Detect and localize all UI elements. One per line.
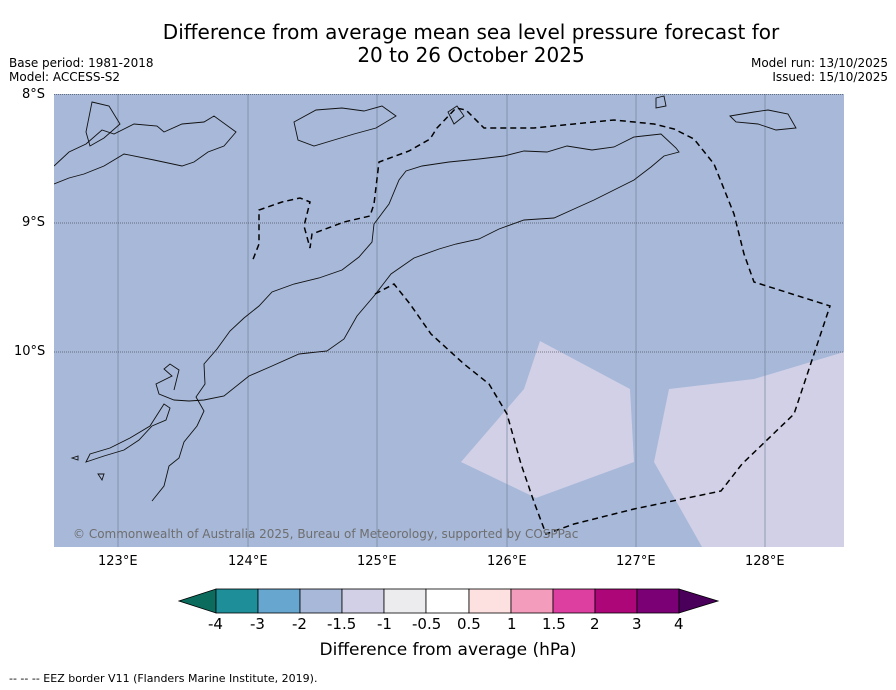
cb-tick-9: 1.5 bbox=[542, 615, 566, 633]
lon-label-124e: 124°E bbox=[228, 554, 268, 569]
graticule bbox=[117, 94, 766, 547]
colorbar-segment-8 bbox=[510, 588, 554, 614]
lat-label-9s: 9°S bbox=[22, 215, 46, 230]
colorbar-segment-1 bbox=[215, 588, 259, 614]
cb-tick-2: -3 bbox=[250, 615, 265, 633]
chart-title-line2: 20 to 26 October 2025 bbox=[357, 43, 585, 67]
colorbar-segment-3 bbox=[299, 588, 343, 614]
eez-border bbox=[251, 107, 831, 535]
base-period: Base period: 1981-2018 bbox=[9, 56, 154, 70]
anomaly-region-central bbox=[461, 341, 634, 498]
cb-tick-3: -2 bbox=[292, 615, 307, 633]
colorbar-segment-9 bbox=[552, 588, 596, 614]
colorbar-extend-high bbox=[678, 588, 720, 614]
lon-label-125e: 125°E bbox=[357, 554, 397, 569]
alor-wetar-coast bbox=[54, 115, 237, 185]
lat-label-8s: 8°S bbox=[22, 87, 46, 102]
lat-graticule bbox=[54, 94, 844, 353]
cb-tick-4: -1.5 bbox=[327, 615, 357, 633]
colorbar-segment-6 bbox=[425, 588, 470, 614]
lon-label-123e: 123°E bbox=[98, 554, 138, 569]
cb-tick-1: -4 bbox=[208, 615, 223, 633]
cb-tick-12: 4 bbox=[674, 615, 684, 633]
semau-coast bbox=[85, 403, 171, 463]
north-islands-coast bbox=[85, 101, 121, 147]
eez-legend-note: -- -- -- EEZ border V11 (Flanders Marine… bbox=[9, 672, 318, 685]
colorbar bbox=[178, 588, 720, 614]
model-name: Model: ACCESS-S2 bbox=[9, 70, 121, 84]
colorbar-segment-2 bbox=[257, 588, 301, 614]
atauro-coast bbox=[447, 105, 465, 125]
colorbar-segment-10 bbox=[594, 588, 638, 614]
cb-tick-11: 3 bbox=[632, 615, 642, 633]
wetar-coast bbox=[293, 105, 397, 147]
pressure-anomaly-map bbox=[54, 94, 844, 547]
rote-coast bbox=[70, 455, 105, 482]
model-run: Model run: 13/10/2025 bbox=[750, 56, 888, 70]
colorbar-label: Difference from average (hPa) bbox=[319, 640, 577, 660]
cb-tick-8: 1 bbox=[507, 615, 517, 633]
map-copyright: © Commonwealth of Australia 2025, Bureau… bbox=[73, 527, 579, 541]
colorbar-segment-5 bbox=[383, 588, 427, 614]
cb-tick-7: 0.5 bbox=[457, 615, 481, 633]
coastlines bbox=[54, 95, 797, 502]
lon-label-128e: 128°E bbox=[745, 554, 785, 569]
colorbar-segment-4 bbox=[341, 588, 385, 614]
moa-coast bbox=[729, 109, 797, 131]
colorbar-segment-11 bbox=[636, 588, 680, 614]
lon-label-126e: 126°E bbox=[487, 554, 527, 569]
colorbar-extend-low bbox=[178, 588, 217, 614]
anomaly-region-east bbox=[654, 352, 844, 547]
cb-tick-6: -0.5 bbox=[412, 615, 442, 633]
timor-island-coast bbox=[151, 133, 680, 502]
chart-title-line1: Difference from average mean sea level p… bbox=[162, 20, 780, 44]
colorbar-segment-7 bbox=[468, 588, 512, 614]
lon-label-127e: 127°E bbox=[616, 554, 656, 569]
cb-tick-10: 2 bbox=[590, 615, 600, 633]
leti-coast bbox=[655, 95, 667, 109]
cb-tick-5: -1 bbox=[377, 615, 392, 633]
lat-label-10s: 10°S bbox=[14, 344, 46, 359]
issued-date: Issued: 15/10/2025 bbox=[772, 70, 888, 84]
